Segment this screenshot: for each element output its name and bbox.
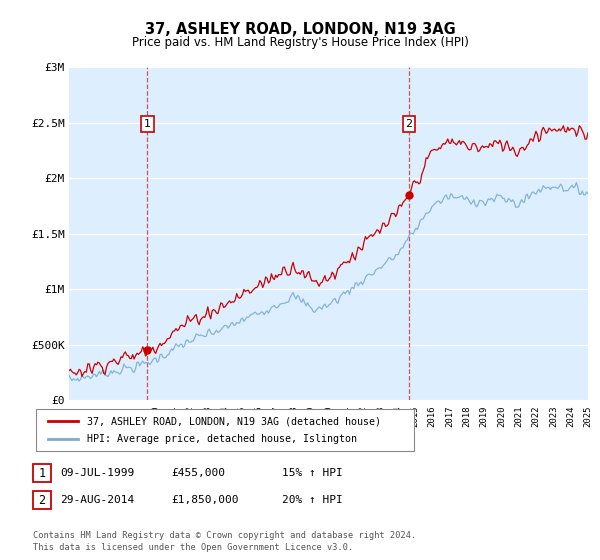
Text: 09-JUL-1999: 09-JUL-1999: [60, 468, 134, 478]
Text: 2: 2: [406, 119, 413, 129]
Text: 2: 2: [38, 493, 46, 507]
Text: £455,000: £455,000: [171, 468, 225, 478]
Text: HPI: Average price, detached house, Islington: HPI: Average price, detached house, Isli…: [87, 434, 357, 444]
Text: 29-AUG-2014: 29-AUG-2014: [60, 495, 134, 505]
Text: Contains HM Land Registry data © Crown copyright and database right 2024.: Contains HM Land Registry data © Crown c…: [33, 531, 416, 540]
Text: Price paid vs. HM Land Registry's House Price Index (HPI): Price paid vs. HM Land Registry's House …: [131, 36, 469, 49]
Text: 15% ↑ HPI: 15% ↑ HPI: [282, 468, 343, 478]
Text: This data is licensed under the Open Government Licence v3.0.: This data is licensed under the Open Gov…: [33, 543, 353, 552]
Text: £1,850,000: £1,850,000: [171, 495, 238, 505]
Text: 1: 1: [144, 119, 151, 129]
Text: 20% ↑ HPI: 20% ↑ HPI: [282, 495, 343, 505]
Text: 1: 1: [38, 466, 46, 480]
Text: 37, ASHLEY ROAD, LONDON, N19 3AG (detached house): 37, ASHLEY ROAD, LONDON, N19 3AG (detach…: [87, 417, 381, 426]
Text: 37, ASHLEY ROAD, LONDON, N19 3AG: 37, ASHLEY ROAD, LONDON, N19 3AG: [145, 22, 455, 36]
